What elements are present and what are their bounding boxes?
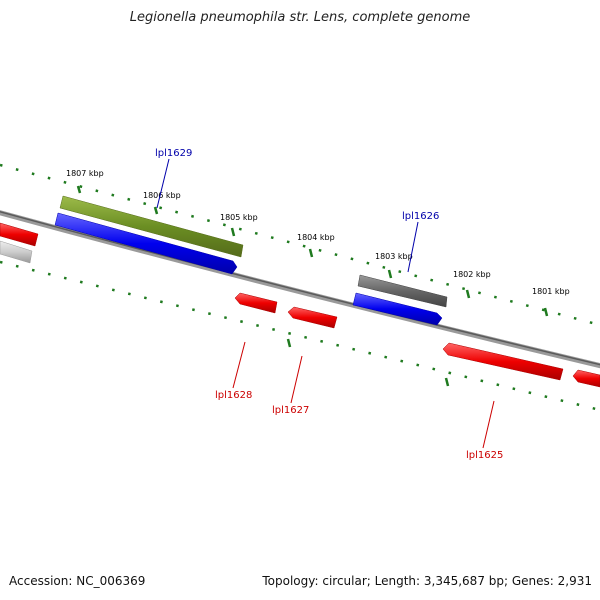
label-lpl1626[interactable]: lpl1626 [402, 211, 439, 222]
tick-label-1806: 1806 kbp [143, 191, 181, 200]
major-ticks [76, 185, 549, 317]
label-lpl1628[interactable]: lpl1628 [215, 390, 252, 401]
tick-label-1804: 1804 kbp [297, 233, 335, 242]
gene-lpl1628[interactable] [234, 292, 278, 314]
leader-lpl1625 [482, 400, 495, 449]
label-lpl1627[interactable]: lpl1627 [272, 405, 309, 416]
inner-ticks [286, 338, 450, 387]
leader-lpl1628 [232, 341, 246, 389]
genome-summary-text: Topology: circular; Length: 3,345,687 bp… [262, 574, 592, 588]
inner-dotted-track [0, 260, 600, 412]
gene-gray-feature[interactable] [357, 274, 448, 308]
tick-label-1805: 1805 kbp [220, 213, 258, 222]
accession-text: Accession: NC_006369 [9, 574, 146, 588]
tick-label-1807: 1807 kbp [66, 169, 104, 178]
gene-lpl1629[interactable] [54, 212, 238, 275]
gene-lpl1626[interactable] [352, 292, 443, 326]
outer-dotted-track [0, 163, 600, 327]
gene-lpl1625[interactable] [442, 342, 564, 381]
label-lpl1629[interactable]: lpl1629 [155, 148, 192, 159]
label-lpl1625[interactable]: lpl1625 [466, 450, 503, 461]
gene-red-right-edge[interactable] [572, 369, 600, 388]
leader-lpl1627 [290, 355, 303, 404]
genome-backbone [0, 210, 600, 369]
genome-title: Legionella pneumophila str. Lens, comple… [129, 10, 471, 25]
gene-lightgray-left-edge[interactable] [0, 240, 33, 264]
gene-red-left-edge[interactable] [0, 222, 39, 247]
leader-lpl1626 [407, 221, 419, 273]
tick-label-1803: 1803 kbp [375, 252, 413, 261]
gene-olive-feature[interactable] [59, 195, 244, 258]
leader-lpl1629 [156, 158, 170, 209]
gene-lpl1627[interactable] [287, 306, 338, 329]
tick-label-1802: 1802 kbp [453, 270, 491, 279]
tick-label-1801: 1801 kbp [532, 287, 570, 296]
